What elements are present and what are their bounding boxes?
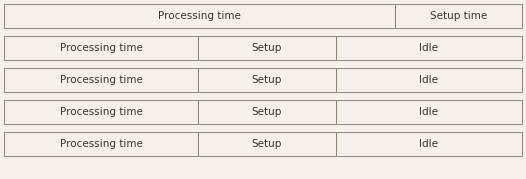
Text: Processing time: Processing time	[59, 75, 143, 85]
Text: Setup: Setup	[252, 75, 282, 85]
Text: Setup: Setup	[252, 139, 282, 149]
Bar	[336, 68, 522, 92]
Bar	[4, 132, 198, 156]
Bar	[395, 4, 522, 28]
Text: Setup: Setup	[252, 107, 282, 117]
Bar	[336, 100, 522, 124]
Text: Setup: Setup	[252, 43, 282, 53]
Bar	[198, 132, 336, 156]
Text: Processing time: Processing time	[59, 107, 143, 117]
Bar	[198, 100, 336, 124]
Bar	[336, 132, 522, 156]
Text: Setup time: Setup time	[430, 11, 487, 21]
Text: Processing time: Processing time	[158, 11, 241, 21]
Bar	[4, 100, 198, 124]
Bar	[198, 36, 336, 60]
Bar	[336, 36, 522, 60]
Bar	[198, 68, 336, 92]
Bar	[4, 36, 198, 60]
Text: Processing time: Processing time	[59, 43, 143, 53]
Text: Idle: Idle	[419, 139, 438, 149]
Text: Idle: Idle	[419, 43, 438, 53]
Bar	[4, 68, 198, 92]
Text: Idle: Idle	[419, 75, 438, 85]
Text: Idle: Idle	[419, 107, 438, 117]
Bar	[4, 4, 395, 28]
Text: Processing time: Processing time	[59, 139, 143, 149]
